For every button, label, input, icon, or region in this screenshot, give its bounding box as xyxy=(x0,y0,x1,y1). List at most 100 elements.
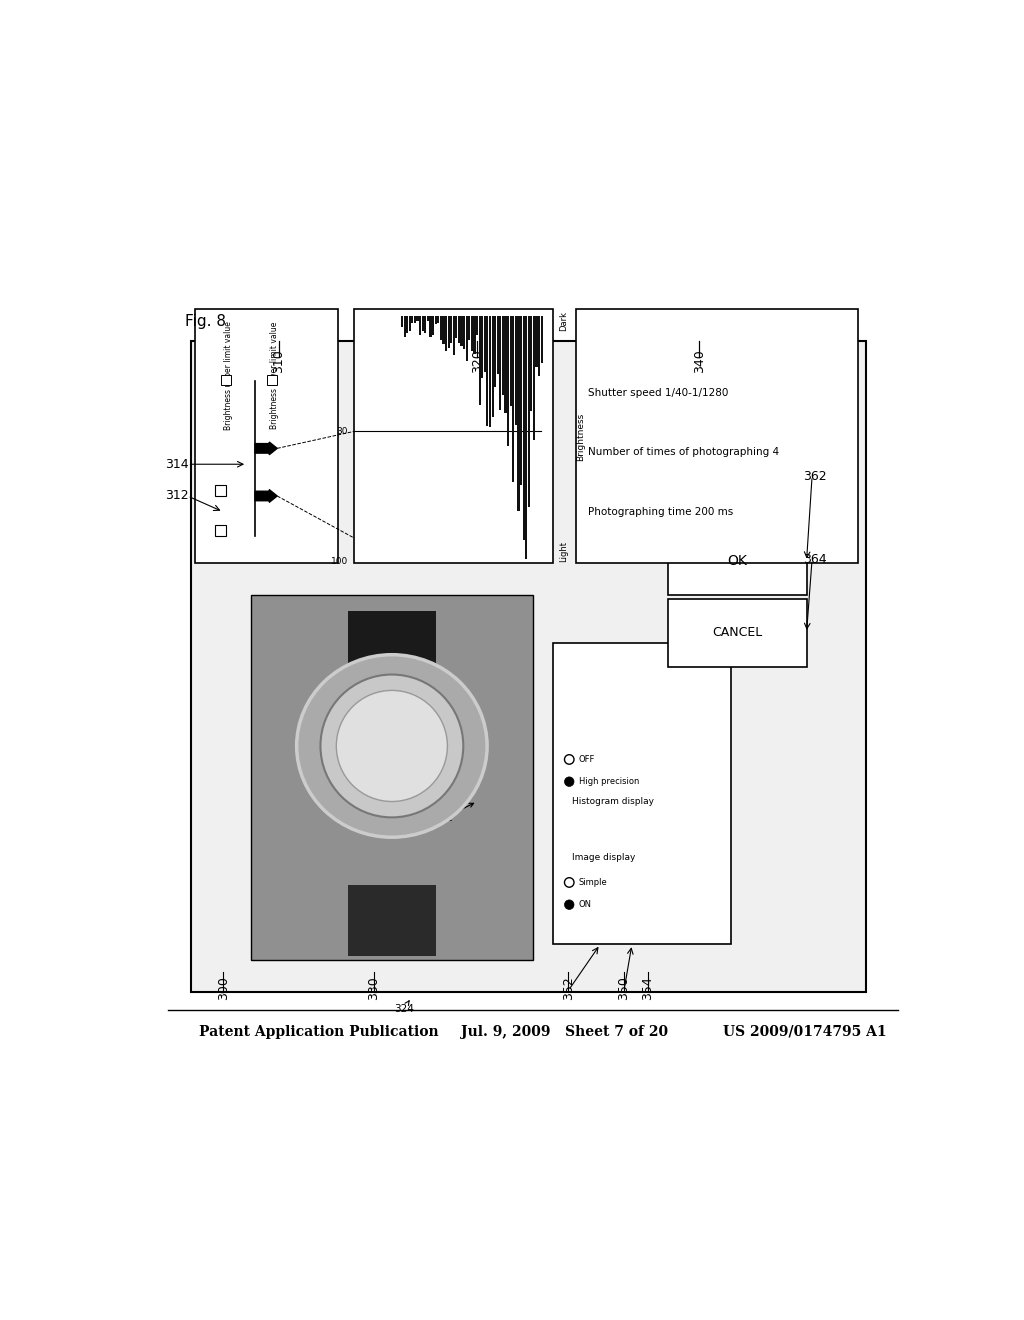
Text: Light: Light xyxy=(559,541,568,562)
Bar xyxy=(463,315,465,348)
Text: Number of times of photographing 4: Number of times of photographing 4 xyxy=(588,447,779,457)
Bar xyxy=(267,375,278,385)
Text: ON: ON xyxy=(579,900,592,909)
Text: 354: 354 xyxy=(641,977,654,1001)
Bar xyxy=(409,315,411,330)
Text: Image display: Image display xyxy=(572,853,636,862)
Bar xyxy=(447,315,450,348)
Text: 322: 322 xyxy=(433,804,473,824)
Bar xyxy=(478,315,480,405)
Bar xyxy=(500,315,502,409)
Bar xyxy=(468,315,470,341)
Bar xyxy=(251,595,532,960)
Bar xyxy=(668,528,807,595)
Bar xyxy=(517,315,519,511)
Text: 330: 330 xyxy=(368,977,381,1001)
Bar xyxy=(439,315,442,339)
Text: Dark: Dark xyxy=(559,312,568,331)
Bar xyxy=(476,315,478,335)
Bar xyxy=(536,315,538,367)
Bar xyxy=(401,315,403,326)
Bar xyxy=(525,315,527,560)
Ellipse shape xyxy=(336,690,447,801)
Bar xyxy=(403,315,406,337)
Bar xyxy=(417,315,419,321)
Bar xyxy=(434,315,437,323)
Bar xyxy=(456,315,458,338)
Bar xyxy=(473,315,475,354)
Bar xyxy=(442,315,444,343)
Circle shape xyxy=(564,777,574,787)
Bar xyxy=(502,315,504,395)
Bar xyxy=(471,315,473,351)
Bar xyxy=(414,315,416,323)
Bar xyxy=(507,315,509,446)
Bar xyxy=(432,315,434,335)
Bar xyxy=(458,315,460,343)
Text: Jul. 9, 2009   Sheet 7 of 20: Jul. 9, 2009 Sheet 7 of 20 xyxy=(461,1024,669,1039)
Bar xyxy=(532,315,536,440)
Text: Histogram display: Histogram display xyxy=(572,797,654,807)
Bar xyxy=(348,884,435,956)
Text: CANCEL: CANCEL xyxy=(712,627,762,639)
Bar xyxy=(527,315,529,507)
Bar xyxy=(461,315,463,346)
Bar xyxy=(522,315,524,540)
FancyArrow shape xyxy=(255,490,278,503)
Bar xyxy=(488,315,492,426)
Ellipse shape xyxy=(297,655,487,837)
Text: 320: 320 xyxy=(471,350,483,374)
Text: OK: OK xyxy=(727,554,748,569)
FancyArrow shape xyxy=(255,442,278,454)
Bar xyxy=(492,315,494,417)
Text: US 2009/0174795 A1: US 2009/0174795 A1 xyxy=(723,1024,887,1039)
Bar xyxy=(424,315,426,333)
Circle shape xyxy=(564,878,574,887)
Text: High precision: High precision xyxy=(579,777,639,787)
Bar xyxy=(429,315,431,337)
Bar xyxy=(191,342,866,991)
Bar xyxy=(510,315,512,405)
Text: 314: 314 xyxy=(166,458,189,471)
Text: Fig. 8: Fig. 8 xyxy=(185,314,226,329)
Bar xyxy=(541,315,543,363)
Bar xyxy=(483,315,486,372)
Text: 30: 30 xyxy=(336,426,348,436)
Bar xyxy=(444,315,447,351)
Bar xyxy=(412,315,414,323)
Bar xyxy=(419,315,421,335)
Text: Patent Application Publication: Patent Application Publication xyxy=(200,1024,439,1039)
Bar xyxy=(422,315,424,330)
Text: 100: 100 xyxy=(331,557,348,566)
Text: Brightness lower limit value: Brightness lower limit value xyxy=(270,321,280,429)
Text: 324: 324 xyxy=(394,1001,414,1014)
Bar xyxy=(451,315,453,343)
Text: OFF: OFF xyxy=(579,755,595,764)
Text: Brightness upper limit value: Brightness upper limit value xyxy=(224,321,233,430)
Text: Shutter speed 1/40-1/1280: Shutter speed 1/40-1/1280 xyxy=(588,388,729,397)
Circle shape xyxy=(564,900,574,909)
Bar xyxy=(215,484,226,496)
Bar xyxy=(453,315,455,355)
Bar xyxy=(348,611,435,706)
Text: Photographing time 200 ms: Photographing time 200 ms xyxy=(588,507,733,517)
Bar xyxy=(505,315,507,413)
Bar xyxy=(515,315,517,425)
Bar xyxy=(221,375,231,385)
Bar xyxy=(481,315,483,379)
Bar xyxy=(577,309,858,564)
Bar xyxy=(466,315,468,360)
Text: Simple: Simple xyxy=(579,878,607,887)
Bar xyxy=(215,524,226,536)
Text: 364: 364 xyxy=(803,553,826,566)
Text: Brightness: Brightness xyxy=(577,412,586,461)
Bar xyxy=(437,315,439,323)
Circle shape xyxy=(564,755,574,764)
Bar xyxy=(495,315,497,387)
Text: 350: 350 xyxy=(617,975,631,1001)
Text: 362: 362 xyxy=(803,470,826,483)
Text: 300: 300 xyxy=(217,975,229,1001)
Bar xyxy=(530,315,532,412)
Bar xyxy=(520,315,522,486)
Bar xyxy=(407,315,409,333)
